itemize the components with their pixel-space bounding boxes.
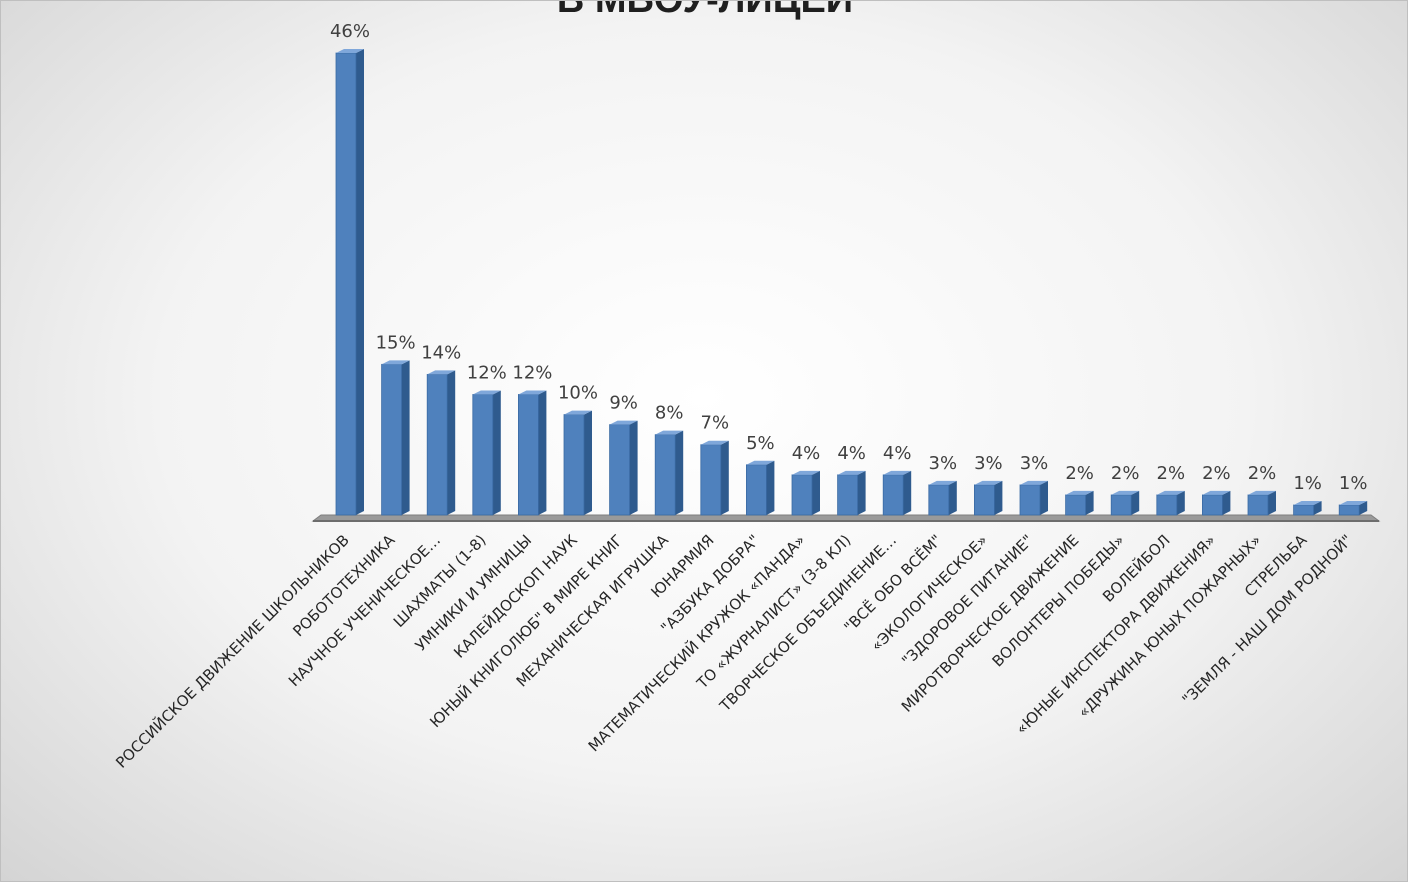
bar [1157, 491, 1185, 515]
bar-side [812, 471, 820, 515]
bar-side [675, 431, 683, 515]
bar [564, 411, 592, 515]
bar-front [883, 475, 903, 515]
data-label: 2% [1248, 463, 1277, 484]
bar-side [493, 390, 501, 515]
bar-front [518, 394, 538, 515]
bar-side [949, 481, 957, 515]
data-label: 4% [883, 443, 912, 464]
bar-front [1294, 505, 1314, 515]
bar-side [402, 360, 410, 515]
bar [1339, 501, 1367, 515]
bar-side [356, 49, 364, 515]
bar-side [766, 461, 774, 515]
bar-side [1177, 491, 1185, 515]
bar-front [701, 445, 721, 515]
bar-side [447, 370, 455, 515]
bar [427, 370, 455, 515]
bar [1294, 501, 1322, 515]
bar [1202, 491, 1230, 515]
bar-side [1040, 481, 1048, 515]
bar [929, 481, 957, 515]
bar-front [610, 425, 630, 515]
bar [610, 421, 638, 515]
bar-front [1339, 505, 1359, 515]
bar [336, 49, 364, 515]
bar [746, 461, 774, 515]
data-label: 5% [746, 433, 775, 454]
bar-side [630, 421, 638, 515]
bar [655, 431, 683, 515]
bar-front [1020, 485, 1040, 515]
bar-front [1248, 495, 1268, 515]
bar-side [858, 471, 866, 515]
bar-side [1222, 491, 1230, 515]
bar-side [538, 390, 546, 515]
bar [1111, 491, 1139, 515]
bar [382, 360, 410, 515]
bar-side [994, 481, 1002, 515]
bar [974, 481, 1002, 515]
bar-front [1111, 495, 1131, 515]
data-label: 4% [792, 443, 821, 464]
data-label: 12% [512, 362, 552, 383]
bar-front [1157, 495, 1177, 515]
bar-side [1268, 491, 1276, 515]
data-label: 1% [1293, 473, 1322, 494]
bar-front [1202, 495, 1222, 515]
bar-front [427, 374, 447, 515]
bar [1020, 481, 1048, 515]
bar-front [382, 364, 402, 515]
data-label: 2% [1157, 463, 1186, 484]
data-label: 10% [558, 383, 598, 404]
data-label: 8% [655, 403, 684, 424]
data-label: 12% [467, 362, 507, 383]
bar-front [336, 53, 356, 515]
bar-front [1066, 495, 1086, 515]
bar-side [1086, 491, 1094, 515]
bar [1066, 491, 1094, 515]
data-label: 14% [421, 342, 461, 363]
data-label: 2% [1202, 463, 1231, 484]
data-label: 3% [1020, 453, 1049, 474]
bar-front [473, 394, 493, 515]
bar-side [1131, 491, 1139, 515]
bar-side [584, 411, 592, 515]
bar-front [792, 475, 812, 515]
bar-side [903, 471, 911, 515]
data-label: 2% [1065, 463, 1094, 484]
data-label: 7% [701, 413, 730, 434]
bar-side [721, 441, 729, 515]
data-label: 2% [1111, 463, 1140, 484]
data-label: 15% [376, 332, 416, 353]
data-label: 9% [609, 393, 638, 414]
data-label: 3% [929, 453, 958, 474]
data-label: 3% [974, 453, 1003, 474]
bar [883, 471, 911, 515]
bar-front [929, 485, 949, 515]
bar [518, 390, 546, 515]
data-label: 46% [330, 21, 370, 42]
bar-front [838, 475, 858, 515]
data-label: 1% [1339, 473, 1368, 494]
bar [701, 441, 729, 515]
bar-front [655, 435, 675, 515]
bar [473, 390, 501, 515]
bar-front [564, 415, 584, 515]
bar [792, 471, 820, 515]
bar [838, 471, 866, 515]
bar-front [974, 485, 994, 515]
bar-front [746, 465, 766, 515]
bar [1248, 491, 1276, 515]
data-label: 4% [837, 443, 866, 464]
